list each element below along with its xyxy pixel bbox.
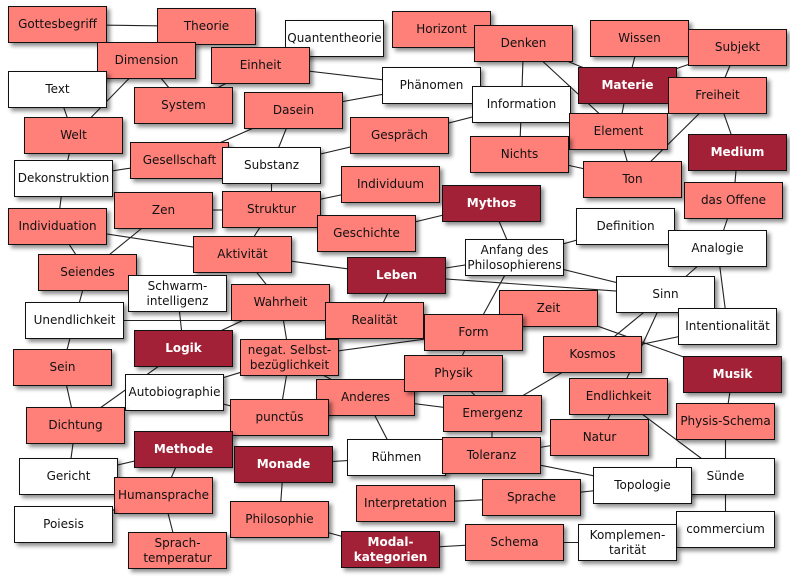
node-poiesis[interactable]: Poiesis: [14, 506, 113, 543]
node-endlichkeit[interactable]: Endlichkeit: [569, 378, 668, 415]
node-element[interactable]: Element: [569, 113, 668, 150]
node-logik[interactable]: Logik: [134, 330, 233, 367]
node-philosophie[interactable]: Philosophie: [230, 501, 329, 538]
node-aktivitaet[interactable]: Aktivität: [193, 236, 292, 273]
node-dimension[interactable]: Dimension: [97, 42, 196, 79]
node-zen[interactable]: Zen: [114, 192, 213, 229]
node-suende[interactable]: Sünde: [676, 458, 775, 495]
node-commercium[interactable]: commercium: [676, 511, 775, 548]
node-medium[interactable]: Medium: [688, 134, 787, 171]
node-sinn[interactable]: Sinn: [616, 276, 715, 313]
node-anfang[interactable]: Anfang des Philosophierens: [465, 239, 564, 276]
node-negat[interactable]: negat. Selbst- bezüglichkeit: [240, 339, 339, 376]
node-nichts[interactable]: Nichts: [470, 136, 569, 173]
node-modalkategorien[interactable]: Modal- kategorien: [341, 531, 440, 568]
node-humansprache[interactable]: Humansprache: [114, 477, 213, 514]
node-mythos[interactable]: Mythos: [442, 185, 541, 222]
node-interpretation[interactable]: Interpretation: [356, 485, 455, 522]
node-information[interactable]: Information: [472, 86, 571, 123]
node-substanz[interactable]: Substanz: [222, 147, 321, 184]
node-form[interactable]: Form: [424, 314, 523, 351]
node-seiendes[interactable]: Seiendes: [38, 254, 137, 291]
node-analogie[interactable]: Analogie: [668, 230, 767, 267]
node-definition[interactable]: Definition: [576, 208, 675, 245]
node-sprachtemperatur[interactable]: Sprach- temperatur: [128, 532, 227, 569]
node-theorie[interactable]: Theorie: [157, 8, 256, 45]
node-autobiographie[interactable]: Autobiographie: [125, 374, 224, 411]
node-monade[interactable]: Monade: [234, 446, 333, 483]
node-subjekt[interactable]: Subjekt: [688, 29, 787, 66]
node-natur[interactable]: Natur: [550, 419, 649, 456]
node-sein[interactable]: Sein: [13, 349, 112, 386]
node-gottesbegriff[interactable]: Gottesbegriff: [8, 6, 107, 43]
node-dichtung[interactable]: Dichtung: [26, 407, 125, 444]
node-emergenz[interactable]: Emergenz: [443, 395, 542, 432]
node-topologie[interactable]: Topologie: [593, 467, 692, 504]
node-schwarm[interactable]: Schwarm- intelligenz: [128, 275, 227, 312]
node-wissen[interactable]: Wissen: [590, 20, 689, 57]
node-denken[interactable]: Denken: [474, 25, 573, 62]
node-ton[interactable]: Ton: [583, 161, 682, 198]
node-schema[interactable]: Schema: [465, 524, 564, 561]
node-physisschema[interactable]: Physis-Schema: [676, 403, 775, 440]
node-einheit[interactable]: Einheit: [211, 47, 310, 84]
node-punctus[interactable]: punctūs: [230, 399, 329, 436]
node-materie[interactable]: Materie: [578, 67, 677, 104]
node-anderes[interactable]: Anderes: [316, 379, 415, 416]
node-kosmos[interactable]: Kosmos: [543, 336, 642, 373]
node-leben[interactable]: Leben: [347, 257, 446, 294]
node-individuum[interactable]: Individuum: [341, 166, 440, 203]
node-offene[interactable]: das Offene: [684, 182, 783, 219]
node-musik[interactable]: Musik: [683, 356, 782, 393]
node-system[interactable]: System: [134, 87, 233, 124]
node-geschichte[interactable]: Geschichte: [317, 215, 416, 252]
node-komplementaritaet[interactable]: Komplemen- tarität: [578, 524, 677, 561]
node-gesellschaft[interactable]: Gesellschaft: [130, 142, 229, 179]
node-dasein[interactable]: Dasein: [244, 92, 343, 129]
node-welt[interactable]: Welt: [24, 117, 123, 154]
node-ruehmen[interactable]: Rühmen: [347, 439, 446, 476]
node-methode[interactable]: Methode: [134, 431, 233, 468]
node-unendlichkeit[interactable]: Unendlichkeit: [25, 302, 124, 339]
node-gespraech[interactable]: Gespräch: [350, 117, 449, 154]
node-sprache[interactable]: Sprache: [482, 479, 581, 516]
node-physik[interactable]: Physik: [404, 355, 503, 392]
node-toleranz[interactable]: Toleranz: [442, 437, 541, 474]
node-dekonstruktion[interactable]: Dekonstruktion: [14, 160, 113, 197]
node-phaenomen[interactable]: Phänomen: [382, 67, 481, 104]
node-gericht[interactable]: Gericht: [19, 458, 118, 495]
node-intentionalitaet[interactable]: Intentionalität: [678, 308, 777, 345]
node-struktur[interactable]: Struktur: [222, 191, 321, 228]
node-wahrheit[interactable]: Wahrheit: [231, 284, 330, 321]
node-text[interactable]: Text: [8, 71, 107, 108]
node-freiheit[interactable]: Freiheit: [668, 77, 767, 114]
node-realitaet[interactable]: Realität: [325, 302, 424, 339]
node-individuation[interactable]: Individuation: [8, 208, 107, 245]
